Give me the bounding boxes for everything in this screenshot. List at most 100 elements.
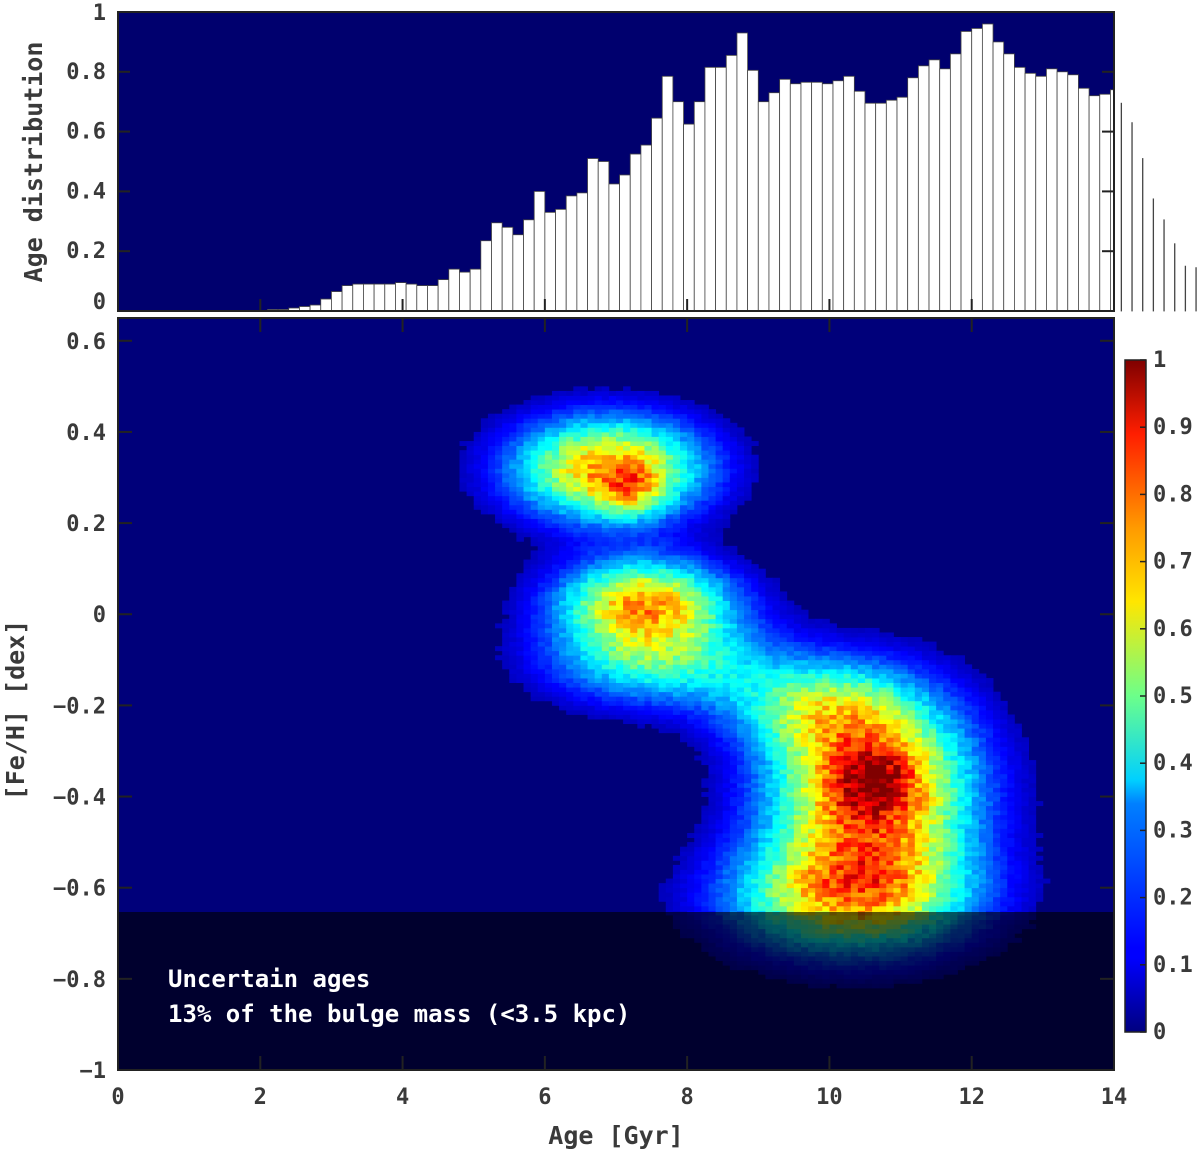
heatmap-cell — [523, 596, 532, 601]
heatmap-cell — [516, 641, 524, 647]
heatmap-cell — [594, 637, 603, 642]
heatmap-cell — [751, 896, 759, 902]
heatmap-cell — [651, 500, 660, 506]
heatmap-cell — [551, 436, 560, 442]
heatmap-cell — [523, 404, 532, 410]
heatmap-cell — [551, 504, 560, 510]
heatmap-cell — [495, 482, 503, 488]
heatmap-cell — [644, 404, 652, 410]
heatmap-cell — [800, 741, 809, 747]
heatmap-cell — [559, 687, 567, 693]
heatmap-cell — [530, 641, 539, 647]
heatmap-cell — [822, 760, 830, 766]
heatmap-cell — [722, 887, 731, 893]
heatmap-cell — [865, 691, 873, 697]
heatmap-cell — [537, 422, 546, 428]
heatmap-cell — [879, 637, 887, 642]
heatmap-cell — [687, 641, 695, 647]
heatmap-cell — [580, 513, 588, 519]
heatmap-cell — [722, 687, 731, 693]
heatmap-cell — [523, 431, 532, 437]
heatmap-cell — [843, 828, 852, 834]
heatmap-cell — [687, 687, 695, 693]
heatmap-cell — [694, 732, 702, 738]
heatmap-cell — [530, 691, 539, 697]
heatmap-cell — [815, 801, 823, 807]
heatmap-cell — [744, 582, 752, 588]
heatmap-cell — [765, 719, 773, 725]
heatmap-cell — [530, 518, 539, 524]
heatmap-cell — [608, 696, 617, 702]
heatmap-cell — [544, 527, 553, 533]
heatmap-cell — [857, 796, 866, 802]
heatmap-cell — [672, 413, 681, 419]
heatmap-cell — [644, 559, 652, 565]
heatmap-cell — [616, 678, 624, 684]
heatmap-cell — [694, 463, 702, 469]
heatmap-cell — [786, 842, 795, 848]
heatmap-cell — [694, 618, 702, 624]
heatmap-cell — [680, 582, 688, 588]
heatmap-cell — [530, 600, 539, 606]
heatmap-cell — [694, 568, 702, 574]
heatmap-cell — [544, 404, 553, 410]
heatmap-cell — [687, 705, 695, 711]
heatmap-cell — [722, 732, 731, 738]
heatmap-cell — [587, 655, 596, 661]
heatmap-cell — [793, 760, 802, 766]
heatmap-cell — [672, 404, 681, 410]
heatmap-cell — [665, 545, 674, 551]
heatmap-cell — [623, 696, 631, 702]
heatmap-cell — [900, 641, 909, 647]
heatmap-cell — [658, 709, 667, 715]
heatmap-cell — [680, 554, 688, 560]
heatmap-cell — [800, 769, 809, 775]
heatmap-cell — [637, 691, 645, 697]
heatmap-cell — [751, 769, 759, 775]
heatmap-cell — [850, 883, 859, 889]
heatmap-cell — [865, 842, 873, 848]
heatmap-cell — [886, 700, 894, 706]
heatmap-cell — [708, 814, 716, 820]
heatmap-cell — [651, 400, 660, 405]
heatmap-cell — [722, 869, 731, 875]
heatmap-cell — [744, 655, 752, 661]
heatmap-cell — [580, 682, 588, 688]
heatmap-cell — [907, 637, 916, 642]
heatmap-cell — [836, 682, 845, 688]
heatmap-cell — [580, 564, 588, 570]
heatmap-cell — [893, 837, 901, 843]
heatmap-cell — [786, 755, 795, 761]
heatmap-cell — [680, 513, 688, 519]
heatmap-cell — [616, 668, 624, 674]
heatmap-cell — [687, 532, 695, 538]
histogram-bar — [555, 208, 567, 312]
heatmap-cell — [729, 477, 738, 483]
heatmap-cell — [886, 896, 894, 902]
heatmap-cell — [758, 860, 766, 866]
heatmap-cell — [865, 641, 873, 647]
heatmap-cell — [886, 764, 894, 770]
heatmap-cell — [694, 422, 702, 428]
heatmap-cell — [836, 741, 845, 747]
heatmap-cell — [608, 678, 617, 684]
heatmap-cell — [559, 646, 567, 652]
heatmap-cell — [608, 559, 617, 565]
heatmap-cell — [495, 431, 503, 437]
heatmap-cell — [687, 413, 695, 419]
heatmap-cell — [729, 833, 738, 838]
heatmap-cell — [537, 641, 546, 647]
heatmap-cell — [751, 564, 759, 570]
heatmap-cell — [729, 755, 738, 761]
heatmap-cell — [786, 687, 795, 693]
heatmap-cell — [559, 472, 567, 478]
heatmap-cell — [808, 819, 816, 825]
heatmap-cell — [587, 568, 596, 574]
heatmap-cell — [758, 691, 766, 697]
heatmap-cell — [509, 664, 517, 670]
heatmap-cell — [530, 395, 539, 401]
heatmap-cell — [658, 395, 667, 401]
heatmap-cell — [907, 896, 916, 902]
heatmap-cell — [601, 659, 610, 665]
heatmap-cell — [594, 623, 603, 629]
